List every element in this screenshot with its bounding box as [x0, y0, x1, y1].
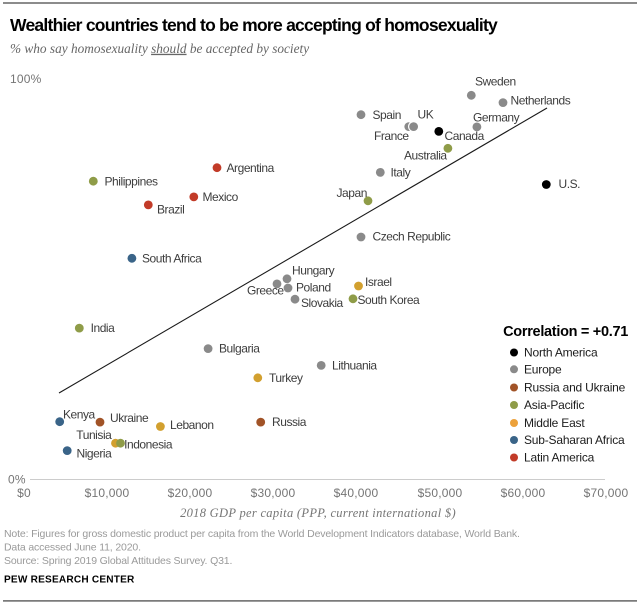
- svg-text:$50,000: $50,000: [418, 486, 463, 500]
- svg-text:UK: UK: [418, 108, 434, 122]
- svg-text:Israel: Israel: [365, 275, 392, 289]
- svg-text:PEW RESEARCH CENTER: PEW RESEARCH CENTER: [4, 575, 135, 586]
- svg-text:Europe: Europe: [524, 363, 562, 377]
- svg-text:Wealthier countries tend to be: Wealthier countries tend to be more acce…: [10, 15, 498, 35]
- svg-text:$40,000: $40,000: [334, 486, 379, 500]
- svg-text:Source: Spring 2019 Global Att: Source: Spring 2019 Global Attitudes Sur…: [4, 555, 232, 567]
- svg-text:Poland: Poland: [296, 281, 331, 295]
- svg-text:$20,000: $20,000: [168, 486, 213, 500]
- svg-text:Spain: Spain: [373, 108, 401, 122]
- svg-text:Latin America: Latin America: [524, 451, 595, 465]
- svg-text:Kenya: Kenya: [63, 408, 96, 422]
- svg-text:2018 GDP per capita (PPP, curr: 2018 GDP per capita (PPP, current intern…: [180, 506, 456, 520]
- svg-text:Sub-Saharan Africa: Sub-Saharan Africa: [524, 433, 625, 447]
- svg-text:U.S.: U.S.: [559, 177, 581, 191]
- svg-text:India: India: [91, 321, 116, 335]
- svg-text:Indonesia: Indonesia: [124, 437, 173, 451]
- svg-text:100%: 100%: [10, 72, 42, 86]
- svg-text:Italy: Italy: [391, 166, 411, 180]
- svg-text:Australia: Australia: [404, 149, 447, 163]
- svg-text:Tunisia: Tunisia: [76, 428, 112, 442]
- svg-text:Nigeria: Nigeria: [77, 447, 113, 461]
- svg-text:France: France: [374, 129, 409, 143]
- svg-text:Philippines: Philippines: [105, 174, 159, 188]
- svg-text:$30,000: $30,000: [251, 486, 296, 500]
- svg-text:Czech Republic: Czech Republic: [373, 230, 451, 244]
- svg-text:Ukraine: Ukraine: [110, 411, 149, 425]
- svg-text:$0: $0: [17, 486, 31, 500]
- svg-text:Asia-Pacific: Asia-Pacific: [524, 398, 584, 412]
- svg-text:$60,000: $60,000: [501, 486, 546, 500]
- svg-text:Data accessed June 11, 2020.: Data accessed June 11, 2020.: [4, 542, 141, 554]
- svg-text:South Korea: South Korea: [358, 293, 421, 307]
- svg-text:Greece: Greece: [247, 284, 284, 298]
- svg-text:Turkey: Turkey: [269, 371, 303, 385]
- svg-text:Lebanon: Lebanon: [170, 418, 214, 432]
- svg-text:Sweden: Sweden: [475, 75, 516, 89]
- svg-text:Russia: Russia: [272, 415, 307, 429]
- svg-text:Japan: Japan: [337, 186, 367, 200]
- svg-text:$10,000: $10,000: [85, 486, 130, 500]
- svg-text:South Africa: South Africa: [142, 251, 202, 265]
- svg-text:Note: Figures for gross domest: Note: Figures for gross domestic product…: [4, 528, 520, 540]
- svg-text:Correlation = +0.71: Correlation = +0.71: [503, 324, 628, 340]
- svg-text:Middle East: Middle East: [524, 416, 585, 430]
- svg-text:Argentina: Argentina: [227, 161, 275, 175]
- svg-text:Netherlands: Netherlands: [511, 94, 571, 108]
- svg-text:$70,000: $70,000: [584, 486, 629, 500]
- svg-text:Slovakia: Slovakia: [301, 296, 344, 310]
- svg-text:0%: 0%: [8, 473, 26, 487]
- svg-text:Russia and Ukraine: Russia and Ukraine: [524, 381, 626, 395]
- svg-text:Bulgaria: Bulgaria: [219, 342, 260, 356]
- svg-text:North America: North America: [524, 346, 598, 360]
- svg-text:Hungary: Hungary: [292, 264, 335, 278]
- svg-text:Lithuania: Lithuania: [332, 358, 377, 372]
- svg-text:Canada: Canada: [445, 129, 485, 143]
- svg-text:% who say homosexuality should: % who say homosexuality should be accept…: [10, 41, 309, 56]
- svg-text:Brazil: Brazil: [157, 202, 184, 216]
- svg-text:Mexico: Mexico: [203, 190, 239, 204]
- svg-text:Germany: Germany: [473, 110, 520, 124]
